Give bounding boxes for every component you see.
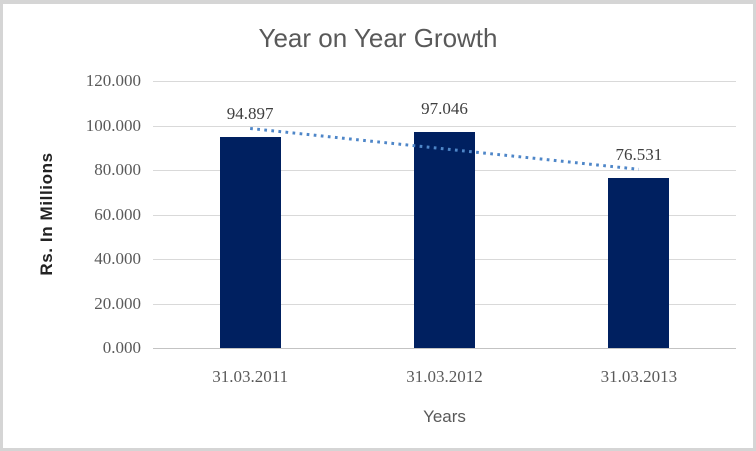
y-axis-tick-label: 80.000 [94,160,141,179]
bar [219,136,281,348]
chart-title: Year on Year Growth [258,23,498,53]
x-axis-category-label: 31.03.2012 [406,367,483,386]
y-axis-tick-label: 100.000 [85,115,141,135]
x-axis-title: Years [423,407,466,426]
y-axis-tick-label: 40.000 [94,249,141,268]
bar-data-label: 94.897 [226,103,274,123]
bar-data-label: 97.046 [421,99,468,119]
y-axis-tick-label: 60.000 [94,204,141,224]
bar [608,177,670,348]
y-axis-tick-label: 0.000 [102,338,141,357]
x-axis-category-label: 31.03.2013 [600,367,678,386]
gridline [153,348,736,349]
y-axis-tick-label: 20.000 [94,293,141,313]
y-axis-tick-label: 120.000 [85,71,141,90]
gridline [153,125,736,127]
gridline [153,81,736,82]
bar-data-label: 76.531 [615,144,663,164]
bar [414,132,475,348]
x-axis-category-label: 31.03.2011 [212,367,289,386]
